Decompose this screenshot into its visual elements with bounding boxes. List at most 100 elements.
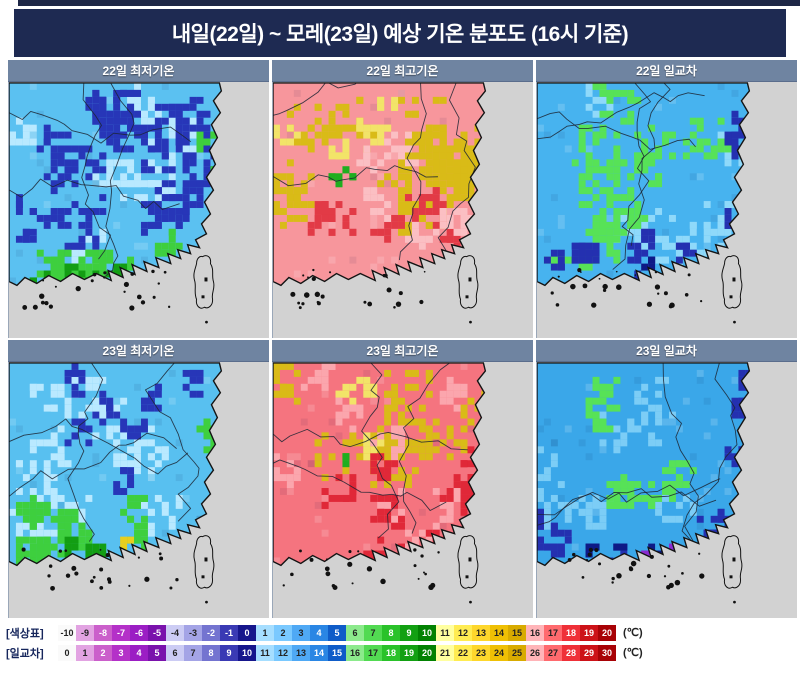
legend-cell: 14	[490, 624, 508, 641]
legend-cell: -2	[202, 624, 220, 641]
island-outline	[721, 535, 743, 589]
map-panel-range23: 23일 일교차	[536, 340, 797, 618]
coastline	[273, 362, 487, 567]
province-border	[9, 111, 192, 144]
panel-header-min22: 22일 최저기온	[8, 60, 269, 82]
legend-cell: 22	[454, 644, 472, 661]
islet	[657, 292, 660, 295]
island-outline	[193, 255, 215, 309]
province-border	[537, 92, 705, 140]
legend-cell: -4	[166, 624, 184, 641]
map-panel-min22: 22일 최저기온	[8, 60, 269, 338]
islet	[347, 561, 353, 567]
panel-map-max23	[272, 362, 533, 618]
legend-scale-colortable: -10 -9 -8 -7 -6 -5 -4 -3 -2 -1 0 1 2 3 4 5 6 7 8 9 10 11 12 13 1…	[58, 624, 616, 641]
islet	[169, 586, 173, 590]
islet	[663, 575, 667, 578]
legend-cell: 19	[580, 624, 598, 641]
legend-cell: 6	[166, 644, 184, 661]
islet	[582, 283, 588, 289]
islet	[32, 304, 38, 310]
map-grid: 22일 최저기온 22일 최고기온 22일 일교차 23일 최저기온 23일 최…	[8, 60, 797, 618]
legend-row-colortable: [색상표] -10 -9 -8 -7 -6 -5 -4 -3 -2 -1 0 1 2 3 4 5 6 7 8 9 10 1…	[6, 624, 643, 641]
legend-cell: 13	[292, 644, 310, 661]
islet	[654, 284, 661, 290]
coastline	[537, 362, 751, 567]
province-border	[9, 418, 189, 475]
legend-cell: 7	[184, 644, 202, 661]
legend-cell: -5	[148, 624, 166, 641]
islet	[616, 573, 622, 579]
legend-cell: 26	[526, 644, 544, 661]
islet	[699, 573, 705, 579]
page-title: 내일(22일) ~ 모레(23일) 예상 기온 분포도 (16시 기준)	[171, 23, 629, 46]
province-border	[437, 82, 476, 276]
islet	[366, 566, 373, 572]
islet	[301, 302, 305, 306]
islet	[681, 571, 684, 575]
panel-header-max22: 22일 최고기온	[272, 60, 533, 82]
province-border	[537, 488, 717, 526]
legend-cell: 11	[436, 624, 454, 641]
islet	[320, 294, 325, 299]
map-image-range23	[537, 362, 797, 618]
islet	[99, 586, 104, 590]
province-border	[681, 362, 738, 554]
panel-title-min23: 23일 최저기온	[102, 344, 175, 358]
legend-cell: -3	[184, 624, 202, 641]
legend-cell: -6	[130, 624, 148, 641]
islet	[74, 571, 79, 576]
islet	[422, 571, 425, 574]
legend-cell: 10	[418, 624, 436, 641]
legend-cell: 12	[274, 644, 292, 661]
islet	[393, 306, 396, 309]
legend-cell: 19	[400, 644, 418, 661]
legend-cell: 3	[292, 624, 310, 641]
legend-cell: 7	[364, 624, 382, 641]
legend-cell: 8	[382, 624, 400, 641]
panel-header-min23: 23일 최저기온	[8, 340, 269, 362]
legend-cell: 2	[94, 644, 112, 661]
legend-row-dailyrange: [일교차] 0 1 2 3 4 5 6 7 8 9 10 11 12 13 14 15 16 17 18 19 20 21…	[6, 644, 643, 661]
legend-label-colortable: [색상표]	[6, 627, 44, 640]
panel-title-range23: 23일 일교차	[636, 344, 697, 358]
islet	[140, 300, 146, 305]
island-outline	[193, 535, 215, 589]
province-border	[361, 362, 400, 539]
islet	[367, 301, 373, 307]
islet	[674, 579, 681, 586]
panel-title-range22: 22일 일교차	[636, 64, 697, 78]
province-border	[67, 362, 104, 542]
islet	[570, 283, 576, 290]
legend-cell: 16	[346, 644, 364, 661]
islet	[175, 578, 179, 582]
legend-cell: -8	[94, 624, 112, 641]
map-image-max23	[273, 362, 533, 618]
islet	[99, 567, 104, 572]
islet	[581, 575, 585, 579]
legend-cell: 3	[112, 644, 130, 661]
legend-cell: 17	[544, 624, 562, 641]
legend-cell: -1	[220, 624, 238, 641]
islet	[129, 305, 135, 311]
islet	[628, 566, 633, 570]
islet	[157, 282, 161, 285]
islet	[351, 582, 354, 585]
islet	[413, 564, 417, 568]
province-border	[273, 165, 438, 187]
island-outline	[457, 535, 479, 589]
legend-label-dailyrange: [일교차]	[6, 647, 44, 660]
islet	[602, 288, 607, 293]
legend-cell: 10	[238, 644, 256, 661]
islet	[90, 579, 94, 584]
province-border	[398, 362, 450, 534]
islet	[611, 576, 615, 581]
islet	[424, 572, 427, 576]
panel-map-min23	[8, 362, 269, 618]
legend-cell: 8	[202, 644, 220, 661]
islet	[48, 304, 54, 309]
province-border	[612, 82, 671, 270]
province-border	[273, 459, 447, 511]
islet	[39, 293, 45, 299]
